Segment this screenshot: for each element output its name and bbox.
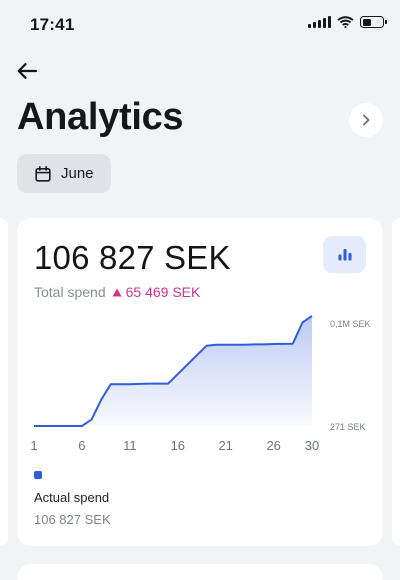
x-tick-label: 11	[123, 438, 136, 453]
wifi-icon	[337, 16, 354, 28]
total-amount: 106 827 SEK	[34, 239, 231, 276]
month-selector[interactable]: June	[17, 154, 111, 193]
arrow-left-icon	[17, 63, 38, 79]
status-time: 17:41	[30, 15, 75, 34]
spend-delta: 65 469 SEK	[112, 284, 201, 300]
delta-amount: 65 469 SEK	[125, 284, 201, 300]
battery-icon	[360, 16, 387, 28]
y-tick-label: 271 SEK	[330, 422, 366, 432]
chevron-right-icon	[363, 114, 370, 126]
legend-swatch	[34, 471, 42, 479]
previous-card-peek[interactable]	[0, 218, 8, 546]
back-button[interactable]	[14, 58, 40, 84]
calendar-icon	[35, 165, 51, 182]
bar-chart-icon	[338, 249, 351, 261]
x-tick-label: 26	[266, 438, 280, 453]
x-tick-label: 16	[171, 438, 185, 453]
next-period-button[interactable]	[349, 103, 383, 137]
spend-subline: Total spend 65 469 SEK	[34, 284, 200, 300]
series-line	[34, 315, 313, 427]
x-tick-label: 1	[30, 438, 37, 453]
status-icons	[308, 16, 387, 28]
legend-label: Actual spend	[34, 490, 110, 505]
status-bar: 17:41	[0, 0, 400, 48]
spend-card: 106 827 SEK Total spend 65 469 SEK 1 6 11 1…	[17, 218, 383, 546]
legend-value: 106 827 SEK	[34, 512, 111, 527]
next-card-peek[interactable]	[392, 218, 400, 546]
next-section-card	[17, 564, 383, 580]
series-area	[34, 315, 312, 426]
x-tick-label: 6	[78, 438, 85, 453]
cellular-signal-icon	[308, 16, 331, 28]
month-label: June	[61, 165, 94, 182]
x-tick-label: 30	[305, 438, 319, 453]
page-title: Analytics	[17, 96, 184, 138]
y-tick-label: 0,1M SEK	[330, 319, 371, 329]
total-spend-label: Total spend	[34, 284, 106, 300]
chart-type-button[interactable]	[323, 236, 366, 273]
triangle-up-icon	[112, 288, 122, 296]
x-tick-label: 21	[218, 438, 232, 453]
